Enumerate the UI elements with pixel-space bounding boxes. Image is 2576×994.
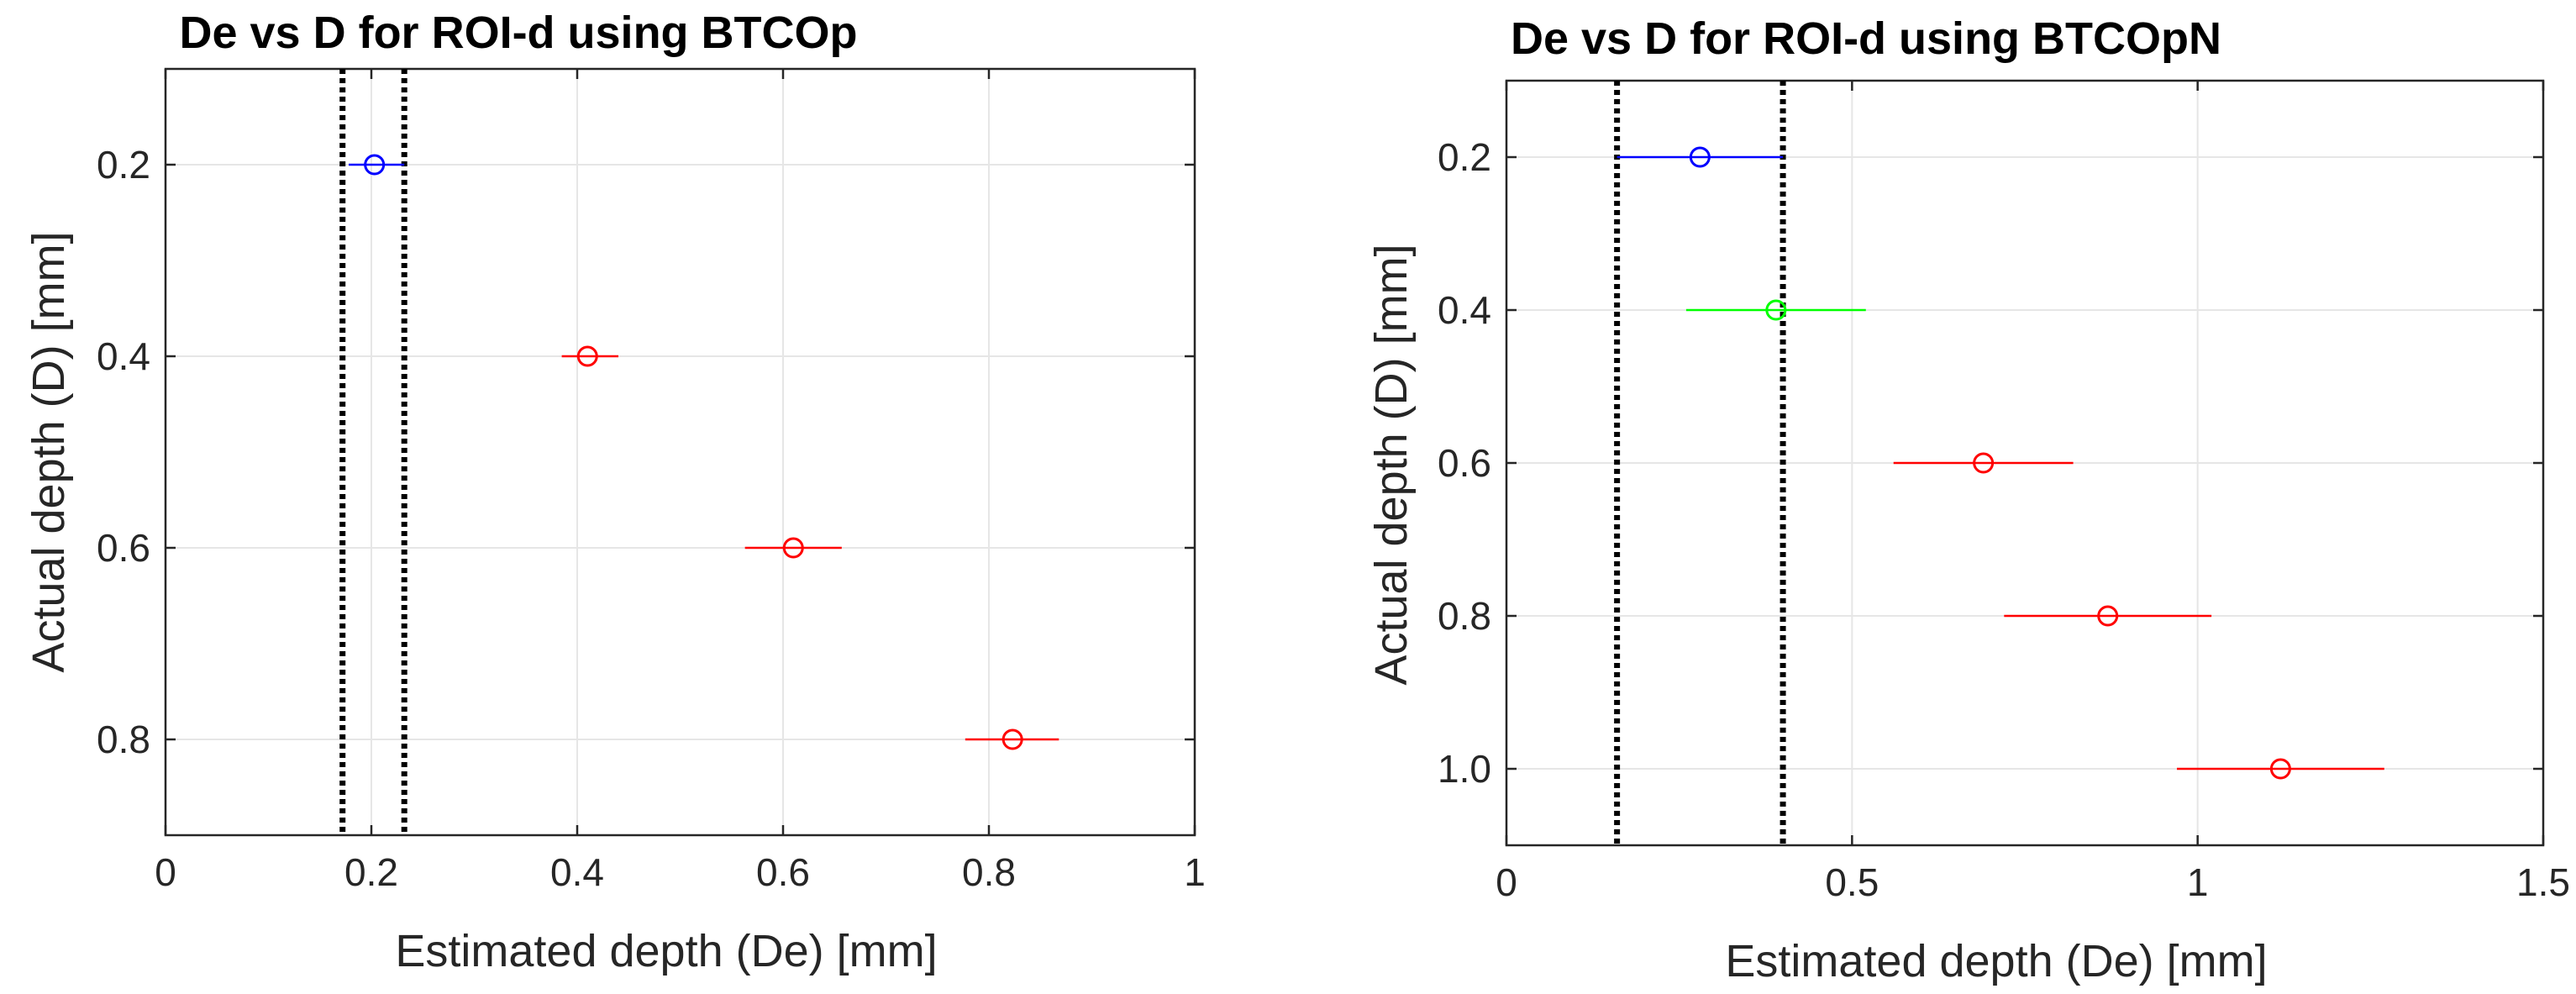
x-tick-label: 0.8	[962, 850, 1016, 894]
chart-btcopn: De vs D for ROI-d using BTCOpN 0 0.5 1 1.50…	[1366, 13, 2570, 986]
x-tick-label: 1	[1184, 850, 1206, 894]
data-point	[782, 537, 804, 559]
axis-ticks: 0 0.5 1 1.5 0.2 0.4 0.6 0.8 1.0	[1438, 81, 2570, 904]
data-point	[1001, 728, 1023, 750]
x-tick-label: 1.5	[2516, 860, 2570, 904]
x-tick-label: 0.4	[550, 850, 604, 894]
data-point	[2269, 758, 2291, 780]
chart-btcop: De vs D for ROI-d using BTCOp 0 0.2 0.4 0.6…	[24, 8, 1206, 976]
x-axis-label: Estimated depth (De) [mm]	[395, 926, 937, 976]
x-tick-label: 1	[2187, 860, 2209, 904]
threshold-lines	[339, 69, 407, 835]
y-tick-label: 0.6	[1438, 441, 1491, 485]
x-tick-label: 0.6	[756, 850, 810, 894]
y-tick-label: 1.0	[1438, 747, 1491, 791]
data-point	[364, 154, 386, 176]
y-tick-label: 0.4	[97, 334, 150, 378]
data-point	[2097, 605, 2119, 627]
x-axis-label: Estimated depth (De) [mm]	[1725, 936, 2267, 986]
axis-ticks: 0 0.2 0.4 0.6 0.8 1 0.2 0.4 0.6 0.8	[97, 69, 1206, 894]
y-axis-label: Actual depth (D) [mm]	[1366, 244, 1417, 685]
plot-area	[164, 67, 1196, 837]
grid	[166, 69, 1195, 835]
y-tick-label: 0.4	[1438, 288, 1491, 332]
y-tick-label: 0.8	[1438, 594, 1491, 638]
data-point	[1973, 452, 1995, 474]
y-tick-label: 0.8	[97, 718, 150, 761]
y-axis-label: Actual depth (D) [mm]	[24, 231, 74, 672]
x-tick-label: 0.2	[344, 850, 398, 894]
data-points	[349, 154, 1059, 750]
y-tick-label: 0.2	[97, 143, 150, 187]
x-tick-label: 0	[1496, 860, 1517, 904]
threshold-lines	[1614, 81, 1786, 845]
y-tick-label: 0.6	[97, 526, 150, 570]
x-tick-label: 0	[155, 850, 176, 894]
data-point	[576, 345, 598, 367]
chart-title: De vs D for ROI-d using BTCOp	[179, 8, 857, 58]
data-point	[1765, 299, 1787, 321]
chart-title: De vs D for ROI-d using BTCOpN	[1511, 13, 2221, 64]
y-tick-label: 0.2	[1438, 135, 1491, 179]
data-point	[1689, 146, 1711, 168]
x-tick-label: 0.5	[1825, 860, 1879, 904]
data-points	[1617, 146, 2384, 780]
